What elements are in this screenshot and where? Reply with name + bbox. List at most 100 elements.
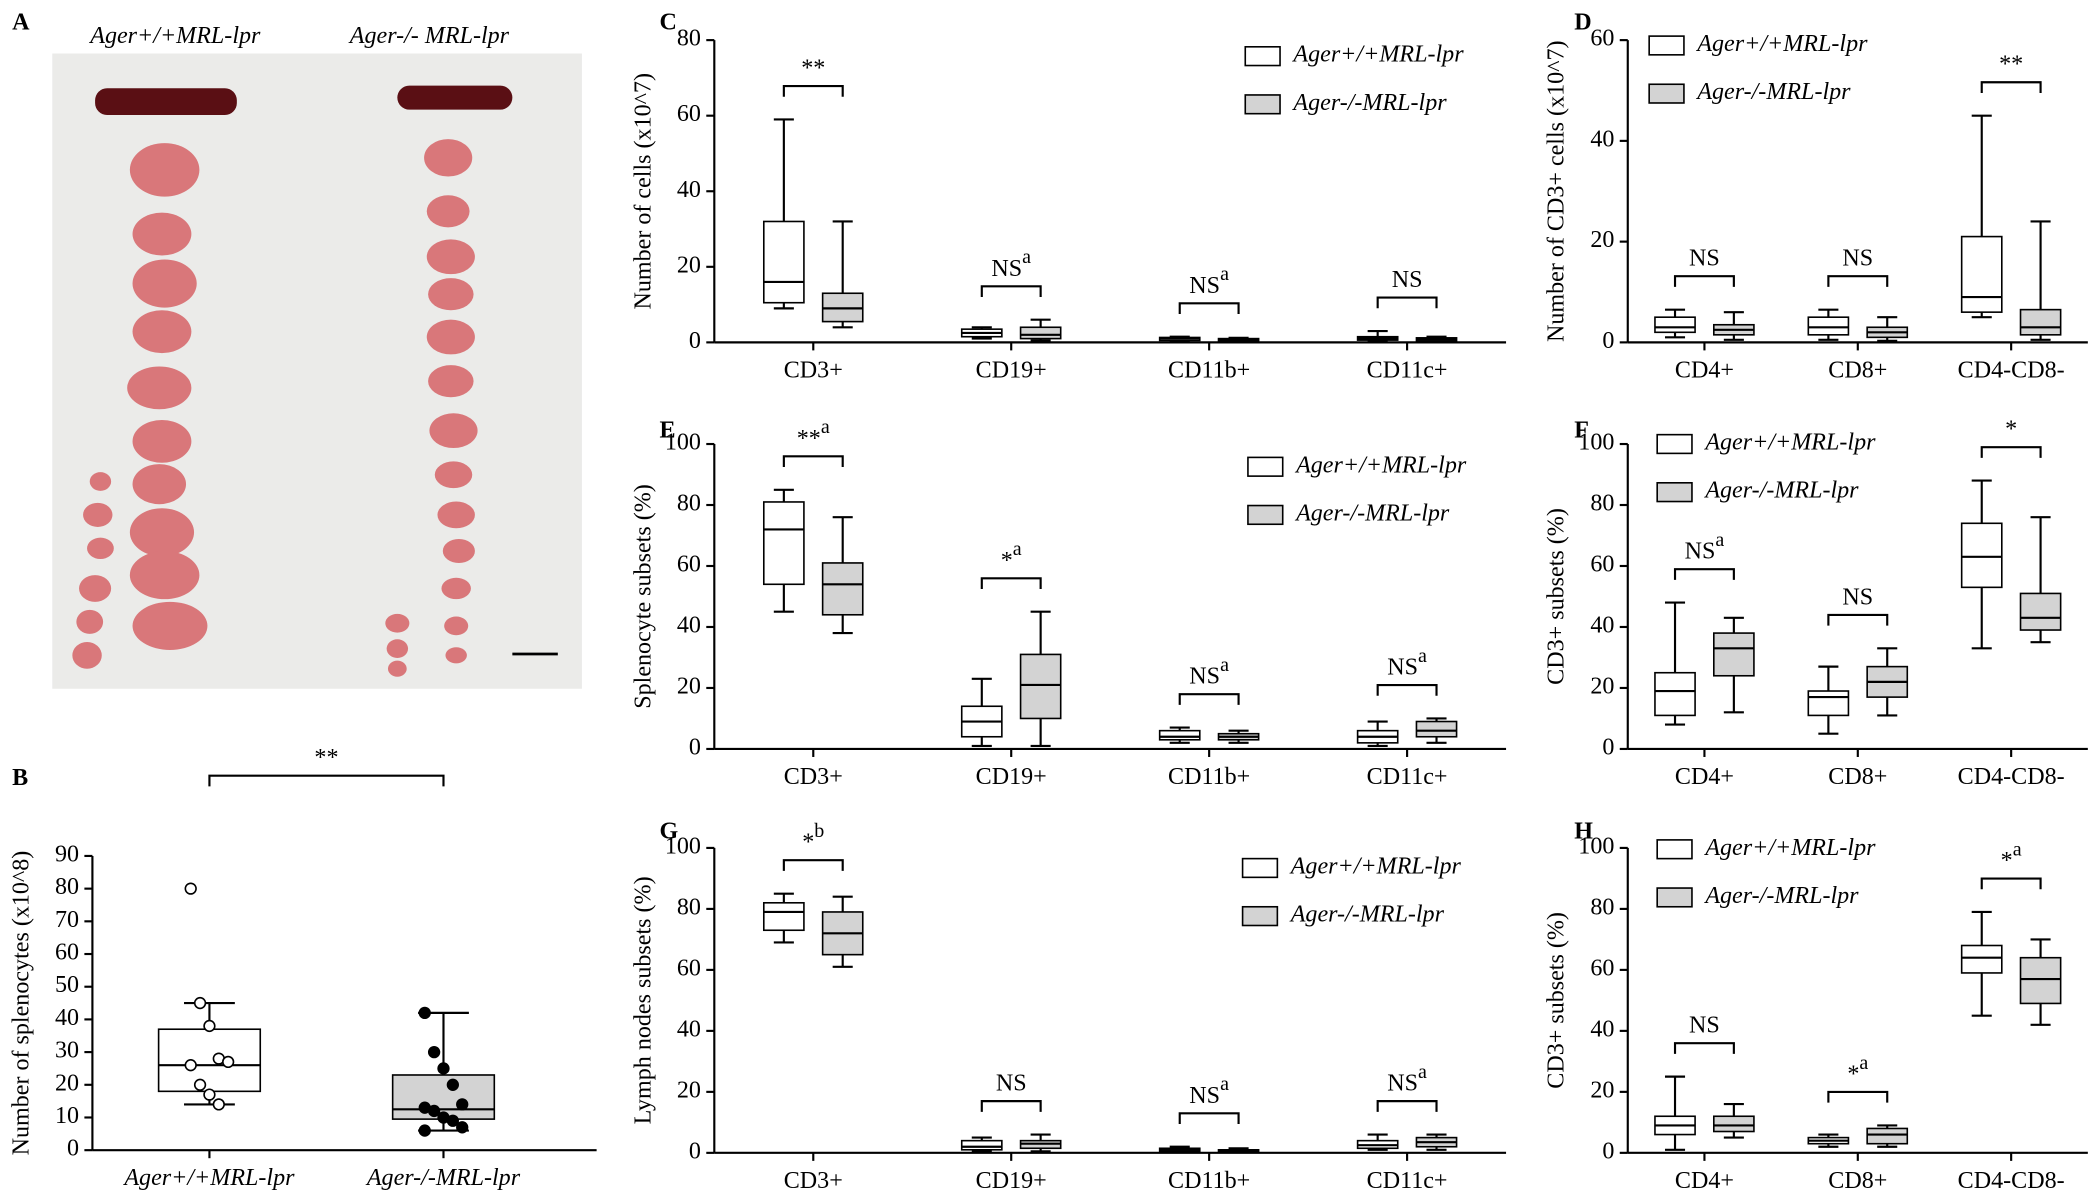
y-tick-label: 20 (1590, 227, 1614, 253)
data-point (427, 1104, 441, 1118)
x-tick-label: CD4+ (1675, 1168, 1734, 1194)
legend-swatch (1656, 887, 1693, 908)
significance-label: NSa (1387, 1061, 1427, 1097)
box (1807, 316, 1850, 336)
panel-letter: E (659, 418, 675, 444)
y-tick-label: 80 (677, 26, 701, 52)
legend-label: Ager+/+MRL-lpr (1294, 452, 1467, 478)
box (1713, 632, 1755, 677)
x-tick-label: CD11b+ (1168, 1168, 1250, 1194)
box (1960, 944, 2003, 974)
x-tick-label: CD11b+ (1168, 764, 1250, 790)
y-tick-label: 60 (55, 940, 79, 966)
box (1415, 720, 1458, 738)
y-tick-label: 100 (665, 430, 701, 456)
y-tick-label: 40 (677, 1016, 701, 1042)
y-tick-label: 20 (677, 673, 701, 699)
y-tick-label: 60 (1590, 955, 1614, 981)
y-tick-label: 60 (1590, 26, 1614, 52)
box (157, 1028, 262, 1093)
box (2019, 956, 2062, 1005)
significance-label: ** (314, 745, 338, 771)
y-tick-label: 80 (1590, 894, 1614, 920)
y-tick-label: 20 (677, 252, 701, 278)
y-tick-label: 20 (1590, 673, 1614, 699)
significance-label: **a (797, 416, 830, 452)
y-tick-label: 100 (1578, 430, 1614, 456)
significance-label: NS (996, 1071, 1027, 1097)
y-tick-label: 60 (677, 955, 701, 981)
box (2019, 592, 2062, 631)
y-tick-label: 100 (1578, 833, 1614, 859)
y-tick-label: 50 (55, 972, 79, 998)
significance-bracket (782, 84, 844, 97)
x-tick-label: CD3+ (784, 1168, 843, 1194)
significance-label: NSa (1189, 263, 1229, 299)
data-point (203, 1088, 216, 1101)
significance-label: NSa (1387, 645, 1427, 681)
significance-label: NSa (1685, 529, 1725, 565)
y-tick-label: 20 (55, 1070, 79, 1096)
data-point (212, 1098, 225, 1111)
x-tick-label: CD4-CD8- (1958, 1168, 2065, 1194)
significance-bracket (1827, 613, 1889, 626)
significance-bracket (1980, 81, 2042, 93)
legend-swatch (1247, 456, 1284, 477)
significance-label: NS (1842, 584, 1873, 610)
y-tick-label: 60 (677, 101, 701, 127)
y-axis-label: Number of splenocytes (x10^8) (8, 851, 34, 1156)
data-point (437, 1062, 450, 1075)
data-point (456, 1098, 469, 1111)
box (1654, 671, 1696, 717)
data-point (203, 1019, 216, 1033)
panel-letter: F (1574, 418, 1589, 444)
x-tick-label: CD11b+ (1168, 357, 1250, 383)
significance-label: *a (2001, 838, 2022, 874)
y-tick-label: 0 (1602, 734, 1614, 760)
data-point (193, 996, 207, 1010)
box (762, 902, 805, 932)
significance-superscript: a (1022, 246, 1031, 268)
box (1960, 522, 2003, 589)
y-axis-label: Number of CD3+ cells (x10^7) (1544, 40, 1570, 342)
legend-swatch (1656, 482, 1693, 503)
y-tick-label: 60 (677, 552, 701, 578)
legend-label: Ager+/+MRL-lpr (1291, 42, 1464, 68)
significance-bracket (1673, 568, 1735, 580)
legend-swatch (1656, 433, 1693, 455)
panel-a-photo (52, 53, 582, 689)
legend-swatch (1244, 46, 1281, 67)
significance-superscript: a (1418, 645, 1427, 667)
data-point (446, 1078, 459, 1091)
legend-swatch (1244, 94, 1281, 115)
box (821, 562, 864, 616)
significance-label: NSa (1189, 654, 1229, 690)
x-tick-label: CD11c+ (1367, 764, 1448, 790)
significance-superscript: a (1220, 263, 1229, 285)
y-tick-label: 0 (689, 734, 701, 760)
box (1158, 729, 1201, 741)
significance-bracket (1827, 1090, 1889, 1103)
legend-swatch (1241, 857, 1279, 879)
spleen (95, 88, 237, 116)
significance-superscript: a (1220, 1073, 1229, 1095)
y-tick-label: 0 (689, 1138, 701, 1164)
x-tick-label: CD11c+ (1367, 1168, 1448, 1194)
significance-superscript: a (1715, 529, 1724, 551)
x-tick-label: CD19+ (976, 1168, 1047, 1194)
legend-swatch (1247, 504, 1284, 526)
y-tick-label: 80 (55, 874, 79, 900)
spleen (397, 85, 513, 110)
significance-bracket (1376, 1100, 1438, 1112)
y-axis-label: Number of cells (x10^7) (630, 73, 656, 309)
data-point (222, 1055, 235, 1069)
box (1019, 326, 1062, 340)
y-tick-label: 0 (689, 328, 701, 354)
significance-bracket (1178, 302, 1240, 314)
x-tick-label: CD19+ (976, 357, 1047, 383)
significance-bracket (1178, 693, 1240, 705)
significance-bracket (1827, 275, 1889, 287)
y-tick-label: 20 (1590, 1077, 1614, 1103)
y-tick-label: 10 (55, 1103, 79, 1129)
